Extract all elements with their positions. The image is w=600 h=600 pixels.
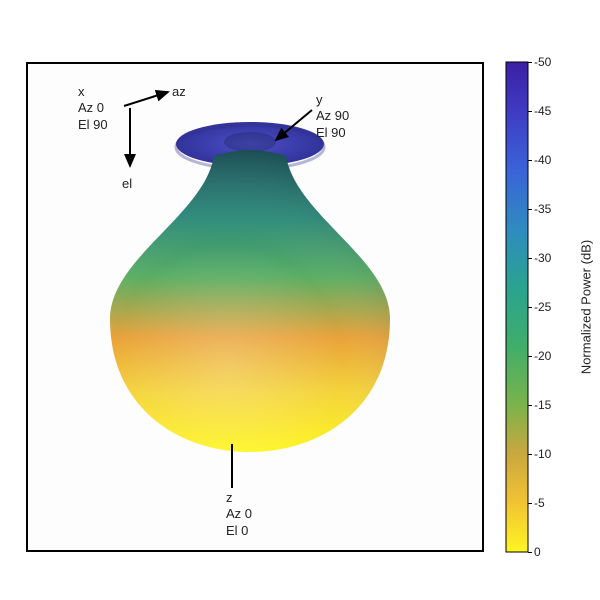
colorbar-tick-label: 0 — [528, 545, 541, 559]
colorbar-tick-label: -35 — [528, 202, 551, 216]
colorbar-tick-label: -20 — [528, 349, 551, 363]
colorbar-ticks: -50-45-40-35-30-25-20-15-10-50 — [506, 62, 528, 552]
colorbar-tick-label: -5 — [528, 496, 545, 510]
colorbar-tick-label: -30 — [528, 251, 551, 265]
axis-label-z: z Az 0 El 0 — [226, 490, 252, 539]
figure-canvas: x Az 0 El 90 az el y Az 90 El 90 z Az 0 … — [0, 0, 600, 600]
colorbar-tick-label: -15 — [528, 398, 551, 412]
colorbar-tick-label: -10 — [528, 447, 551, 461]
colorbar-tick-label: -45 — [528, 104, 551, 118]
colorbar-tick-label: -25 — [528, 300, 551, 314]
colorbar-tick-label: -40 — [528, 153, 551, 167]
colorbar-tick-label: -50 — [528, 55, 551, 69]
axis-label-x: x Az 0 El 90 — [78, 84, 108, 133]
colorbar-title: Normalized Power (dB) — [579, 240, 594, 374]
axis-label-az: az — [172, 84, 186, 100]
axis-label-y: y Az 90 El 90 — [316, 92, 349, 141]
main-lobe-shade — [110, 150, 390, 452]
axis-label-el: el — [122, 176, 132, 192]
